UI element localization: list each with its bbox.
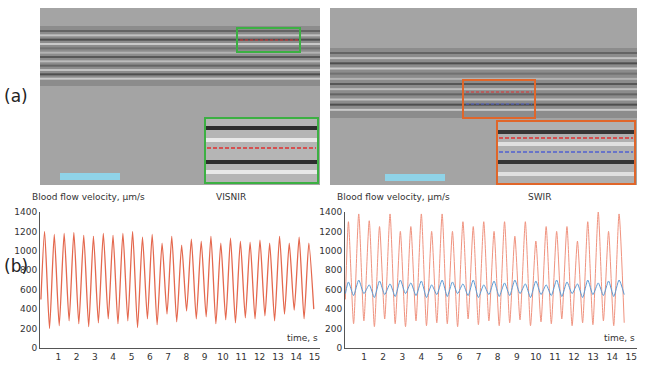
- svg-text:600: 600: [20, 285, 37, 295]
- svg-text:1000: 1000: [319, 246, 342, 256]
- svg-text:800: 800: [325, 265, 342, 275]
- svg-text:time, s: time, s: [604, 333, 635, 343]
- svg-text:1: 1: [361, 352, 367, 362]
- svg-text:3: 3: [399, 352, 405, 362]
- svg-text:Blood flow velocity, μm/s: Blood flow velocity, μm/s: [32, 192, 145, 202]
- svg-text:8: 8: [495, 352, 501, 362]
- svg-text:3: 3: [92, 352, 98, 362]
- svg-text:12: 12: [254, 352, 265, 362]
- svg-text:VISNIR: VISNIR: [216, 192, 246, 202]
- svg-text:6: 6: [457, 352, 463, 362]
- svg-text:13: 13: [272, 352, 283, 362]
- svg-text:7: 7: [476, 352, 482, 362]
- svg-text:13: 13: [587, 352, 598, 362]
- svg-text:SWIR: SWIR: [528, 192, 552, 202]
- svg-text:9: 9: [202, 352, 208, 362]
- svg-text:1000: 1000: [14, 246, 37, 256]
- svg-text:400: 400: [325, 304, 342, 314]
- svg-text:600: 600: [325, 285, 342, 295]
- svg-text:5: 5: [438, 352, 444, 362]
- svg-text:time, s: time, s: [287, 333, 318, 343]
- svg-text:6: 6: [147, 352, 153, 362]
- svg-text:14: 14: [606, 352, 618, 362]
- svg-text:200: 200: [325, 324, 342, 334]
- svg-text:1: 1: [55, 352, 61, 362]
- svg-text:4: 4: [418, 352, 424, 362]
- svg-text:11: 11: [236, 352, 247, 362]
- svg-text:7: 7: [165, 352, 171, 362]
- svg-text:15: 15: [626, 352, 637, 362]
- svg-text:12: 12: [568, 352, 579, 362]
- svg-text:0: 0: [336, 343, 342, 353]
- svg-text:0: 0: [31, 343, 37, 353]
- svg-text:400: 400: [20, 304, 37, 314]
- svg-text:11: 11: [549, 352, 560, 362]
- svg-text:200: 200: [20, 324, 37, 334]
- svg-text:15: 15: [309, 352, 320, 362]
- svg-text:1200: 1200: [14, 227, 37, 237]
- svg-text:2: 2: [74, 352, 80, 362]
- svg-text:8: 8: [184, 352, 190, 362]
- svg-text:1200: 1200: [319, 227, 342, 237]
- svg-text:2: 2: [380, 352, 386, 362]
- svg-text:9: 9: [514, 352, 520, 362]
- svg-text:14: 14: [290, 352, 302, 362]
- svg-text:10: 10: [217, 352, 229, 362]
- svg-text:5: 5: [129, 352, 135, 362]
- svg-text:1400: 1400: [14, 207, 37, 217]
- svg-text:1400: 1400: [319, 207, 342, 217]
- svg-text:10: 10: [530, 352, 542, 362]
- svg-text:4: 4: [110, 352, 116, 362]
- svg-text:Blood flow velocity, μm/s: Blood flow velocity, μm/s: [337, 192, 450, 202]
